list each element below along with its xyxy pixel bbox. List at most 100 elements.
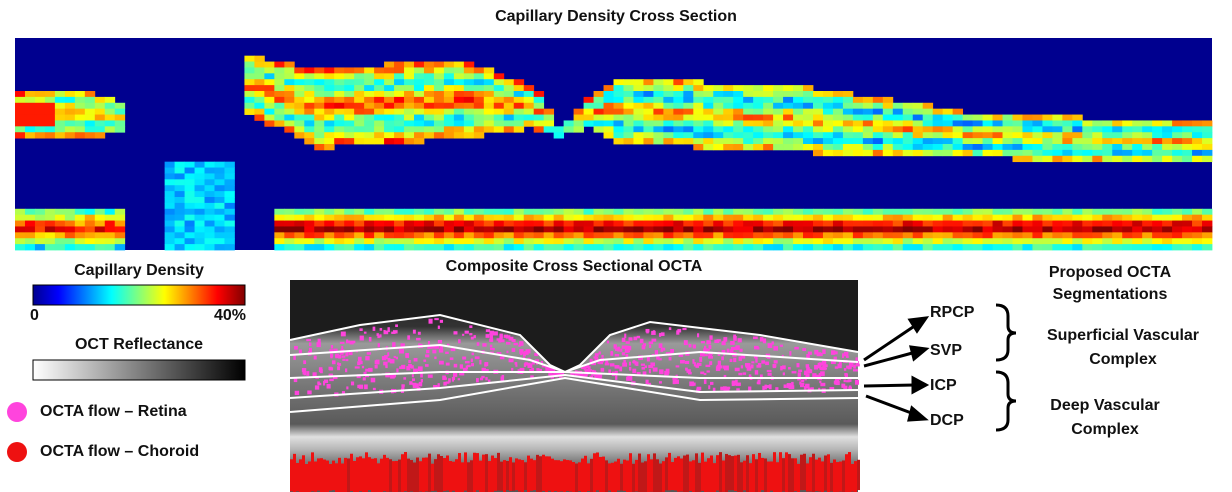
heatmap-cell bbox=[244, 79, 255, 86]
legend-label: OCTA flow – Retina bbox=[40, 403, 187, 420]
heatmap-cell bbox=[1142, 232, 1153, 239]
flow-dot bbox=[584, 364, 590, 368]
flow-dot bbox=[730, 347, 736, 351]
heatmap-cell bbox=[284, 120, 295, 127]
flow-dot bbox=[819, 380, 822, 384]
heatmap-cell bbox=[793, 144, 804, 151]
heatmap-cell bbox=[1062, 132, 1073, 139]
heatmap-cell bbox=[404, 226, 415, 233]
layer-label: RPCP bbox=[930, 304, 975, 321]
flow-dot bbox=[437, 339, 443, 344]
flow-dot bbox=[757, 363, 762, 368]
heatmap-cell bbox=[952, 238, 964, 245]
heatmap-cell bbox=[623, 85, 634, 92]
heatmap-cell bbox=[483, 85, 495, 92]
heatmap-cell bbox=[453, 102, 465, 110]
choroid-flow bbox=[695, 453, 698, 492]
flow-dot bbox=[408, 359, 411, 364]
choroid-flow bbox=[542, 454, 545, 491]
heatmap-cell bbox=[174, 197, 185, 204]
heatmap-cell bbox=[1092, 226, 1103, 233]
heatmap-cell bbox=[423, 91, 435, 98]
heatmap-cell bbox=[713, 226, 724, 233]
heatmap-cell bbox=[304, 79, 315, 86]
heatmap-cell bbox=[533, 232, 545, 239]
flow-dot bbox=[845, 355, 849, 358]
heatmap-cell bbox=[733, 244, 744, 251]
flow-dot bbox=[843, 351, 849, 357]
choroid-flow bbox=[455, 459, 458, 492]
heatmap-cell bbox=[902, 232, 914, 239]
heatmap-cell bbox=[583, 114, 594, 121]
heatmap-cell bbox=[852, 214, 864, 221]
heatmap-cell bbox=[224, 244, 235, 251]
flow-dot bbox=[529, 368, 533, 373]
heatmap-cell bbox=[1022, 144, 1033, 151]
heatmap-cell bbox=[224, 220, 235, 227]
heatmap-cell bbox=[164, 197, 175, 204]
heatmap-cell bbox=[912, 144, 924, 151]
heatmap-cell bbox=[364, 91, 375, 98]
heatmap-cell bbox=[832, 238, 844, 245]
flow-dot bbox=[406, 366, 411, 371]
heatmap-cell bbox=[443, 67, 455, 74]
heatmap-cell bbox=[1082, 155, 1093, 163]
flow-dot bbox=[485, 334, 490, 338]
heatmap-cell bbox=[793, 85, 804, 92]
flow-dot bbox=[731, 380, 736, 384]
heatmap-cell bbox=[1112, 220, 1123, 227]
heatmap-cell bbox=[1132, 244, 1143, 251]
flow-dot bbox=[794, 346, 799, 350]
heatmap-cell bbox=[493, 91, 505, 98]
heatmap-cell bbox=[952, 144, 964, 151]
heatmap-cell bbox=[1002, 220, 1013, 227]
heatmap-cell bbox=[244, 67, 255, 74]
heatmap-cell bbox=[394, 138, 405, 145]
heatmap-cell bbox=[64, 214, 76, 221]
heatmap-cell bbox=[24, 108, 36, 115]
heatmap-cell bbox=[583, 96, 594, 104]
heatmap-cell bbox=[483, 67, 495, 74]
heatmap-cell bbox=[862, 244, 874, 251]
flow-dot bbox=[359, 328, 363, 332]
heatmap-cell bbox=[573, 114, 584, 121]
heatmap-cell bbox=[404, 102, 415, 110]
heatmap-cell bbox=[613, 232, 624, 239]
heatmap-cell bbox=[453, 73, 465, 80]
heatmap-cell bbox=[743, 220, 754, 227]
heatmap-cell bbox=[733, 226, 744, 233]
flow-dot bbox=[370, 377, 376, 383]
heatmap-cell bbox=[194, 167, 205, 174]
choroid-flow bbox=[848, 452, 851, 492]
flow-dot bbox=[427, 374, 433, 378]
choroid-flow bbox=[494, 458, 497, 491]
heatmap-cell bbox=[284, 108, 295, 115]
heatmap-cell bbox=[274, 226, 285, 233]
heatmap-cell bbox=[74, 244, 86, 251]
heatmap-cell bbox=[852, 126, 864, 133]
heatmap-cell bbox=[1052, 132, 1063, 139]
heatmap-cell bbox=[463, 73, 475, 80]
heatmap-cell bbox=[294, 220, 305, 227]
heatmap-cell bbox=[334, 132, 345, 139]
heatmap-cell bbox=[673, 138, 684, 145]
heatmap-cell bbox=[992, 138, 1003, 145]
heatmap-cell bbox=[683, 114, 694, 121]
heatmap-cell bbox=[693, 226, 704, 233]
heatmap-cell bbox=[463, 232, 475, 239]
choroid-flow bbox=[683, 455, 686, 492]
heatmap-cell bbox=[1042, 244, 1053, 251]
heatmap-cell bbox=[982, 244, 993, 251]
heatmap-cell bbox=[743, 108, 754, 115]
flow-dot bbox=[730, 341, 735, 345]
heatmap-cell bbox=[663, 220, 674, 227]
heatmap-cell bbox=[94, 226, 106, 233]
heatmap-cell bbox=[34, 232, 46, 239]
heatmap-cell bbox=[633, 132, 644, 139]
heatmap-cell bbox=[633, 102, 644, 110]
heatmap-cell bbox=[1032, 149, 1043, 157]
heatmap-cell bbox=[254, 79, 265, 86]
flow-dot bbox=[721, 349, 726, 354]
heatmap-cell bbox=[513, 226, 525, 233]
